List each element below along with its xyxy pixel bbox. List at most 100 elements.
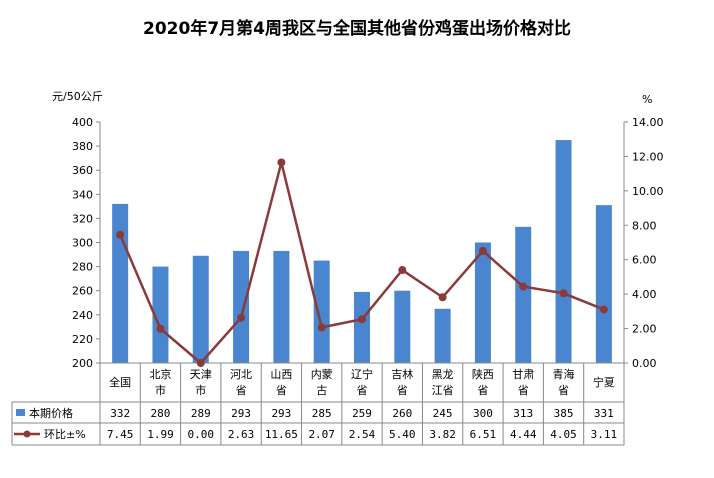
- right-tick-label: 0.00: [632, 357, 657, 370]
- table-cell-change: 5.40: [389, 428, 416, 441]
- category-label: 北京: [149, 367, 171, 381]
- table-cell-price: 332: [110, 407, 130, 420]
- category-label: 山西: [270, 368, 292, 381]
- left-tick-label: 340: [72, 188, 93, 201]
- line-point: [317, 323, 326, 332]
- table-cell-price: 385: [554, 407, 574, 420]
- chart-title: 2020年7月第4周我区与全国其他省份鸡蛋出场价格对比: [143, 19, 571, 39]
- left-tick-label: 260: [72, 285, 93, 298]
- table-cell-change: 3.11: [591, 428, 618, 441]
- table-cell-change: 11.65: [265, 428, 298, 441]
- category-label: 吉林: [391, 367, 413, 381]
- category-label: 省: [397, 384, 408, 397]
- left-tick-label: 220: [72, 333, 93, 346]
- category-label: 江省: [432, 384, 454, 397]
- table-cell-price: 293: [231, 407, 251, 420]
- category-label: 天津: [190, 368, 212, 381]
- bar: [434, 308, 451, 363]
- line-point: [358, 315, 366, 324]
- left-tick-label: 240: [72, 309, 93, 322]
- table-cell-change: 3.82: [429, 428, 456, 441]
- line-point: [116, 230, 125, 239]
- bar: [474, 242, 491, 363]
- line-point: [478, 246, 487, 255]
- line-point: [559, 289, 568, 298]
- left-tick-label: 280: [72, 261, 93, 274]
- bar: [354, 291, 370, 363]
- legend-line-marker: [23, 430, 31, 438]
- legend-bar-name: 本期价格: [29, 406, 73, 420]
- table-cell-change: 2.63: [228, 428, 255, 441]
- bar: [515, 226, 532, 363]
- right-tick-label: 10.00: [632, 185, 664, 198]
- category-label: 黑龙: [432, 368, 454, 381]
- right-tick-label: 12.00: [632, 150, 664, 163]
- legend-bar-swatch: [16, 409, 25, 416]
- bar: [233, 250, 250, 363]
- bar: [394, 290, 411, 363]
- bar: [112, 203, 129, 363]
- left-tick-label: 300: [72, 237, 93, 250]
- table-cell-change: 4.05: [550, 428, 577, 441]
- category-label: 省: [276, 384, 287, 397]
- bar: [555, 140, 572, 363]
- right-tick-label: 6.00: [632, 254, 657, 267]
- table-cell-price: 293: [271, 407, 291, 420]
- table-cell-price: 260: [392, 407, 412, 420]
- left-tick-label: 400: [72, 116, 93, 129]
- left-tick-label: 380: [72, 140, 93, 153]
- category-label: 市: [195, 383, 206, 397]
- bar: [192, 255, 209, 363]
- category-label: 省: [558, 384, 569, 397]
- right-tick-label: 2.00: [632, 323, 657, 336]
- left-tick-label: 360: [72, 164, 93, 177]
- category-label: 古: [316, 384, 327, 397]
- line-point: [237, 313, 246, 322]
- category-label: 内蒙: [311, 367, 333, 381]
- table-cell-change: 7.45: [107, 428, 134, 441]
- table-cell-price: 259: [352, 407, 372, 420]
- table-cell-change: 4.44: [510, 428, 537, 441]
- line-point: [196, 359, 205, 367]
- table-cell-price: 300: [473, 407, 493, 420]
- bar: [313, 260, 330, 363]
- bar: [273, 250, 290, 363]
- category-label: 省: [357, 384, 368, 397]
- category-label: 全国: [109, 375, 131, 389]
- right-tick-label: 4.00: [632, 288, 657, 301]
- category-label: 省: [477, 384, 488, 397]
- table-cell-change: 0.00: [188, 428, 215, 441]
- table-cell-change: 2.54: [349, 428, 376, 441]
- left-tick-label: 200: [72, 357, 93, 370]
- table-cell-price: 285: [312, 407, 332, 420]
- line-point: [438, 293, 447, 302]
- category-label: 甘肃: [512, 368, 534, 381]
- category-label: 辽宁: [351, 367, 373, 381]
- bar: [152, 266, 169, 363]
- table-cell-price: 313: [513, 407, 533, 420]
- legend-line-name: 环比±%: [44, 428, 86, 441]
- left-tick-label: 320: [72, 212, 93, 225]
- line-point: [277, 158, 286, 167]
- table-cell-price: 280: [151, 407, 171, 420]
- line-point: [398, 266, 407, 275]
- right-tick-label: 8.00: [632, 219, 657, 232]
- category-label: 青海: [553, 367, 575, 381]
- table-cell-price: 331: [594, 407, 614, 420]
- table-cell-change: 6.51: [470, 428, 497, 441]
- category-label: 河北: [230, 368, 252, 381]
- category-label: 市: [155, 383, 166, 397]
- category-label: 宁夏: [593, 375, 615, 389]
- table-cell-change: 2.07: [308, 428, 335, 441]
- line-point: [519, 282, 528, 291]
- table-cell-price: 289: [191, 407, 211, 420]
- table-cell-change: 1.99: [147, 428, 174, 441]
- left-axis-unit: 元/50公斤: [52, 90, 103, 103]
- category-label: 陕西: [472, 367, 494, 381]
- line-point: [599, 305, 608, 314]
- category-label: 省: [518, 384, 529, 397]
- line-point: [156, 324, 165, 333]
- category-label: 省: [236, 384, 247, 397]
- table-cell-price: 245: [433, 407, 453, 420]
